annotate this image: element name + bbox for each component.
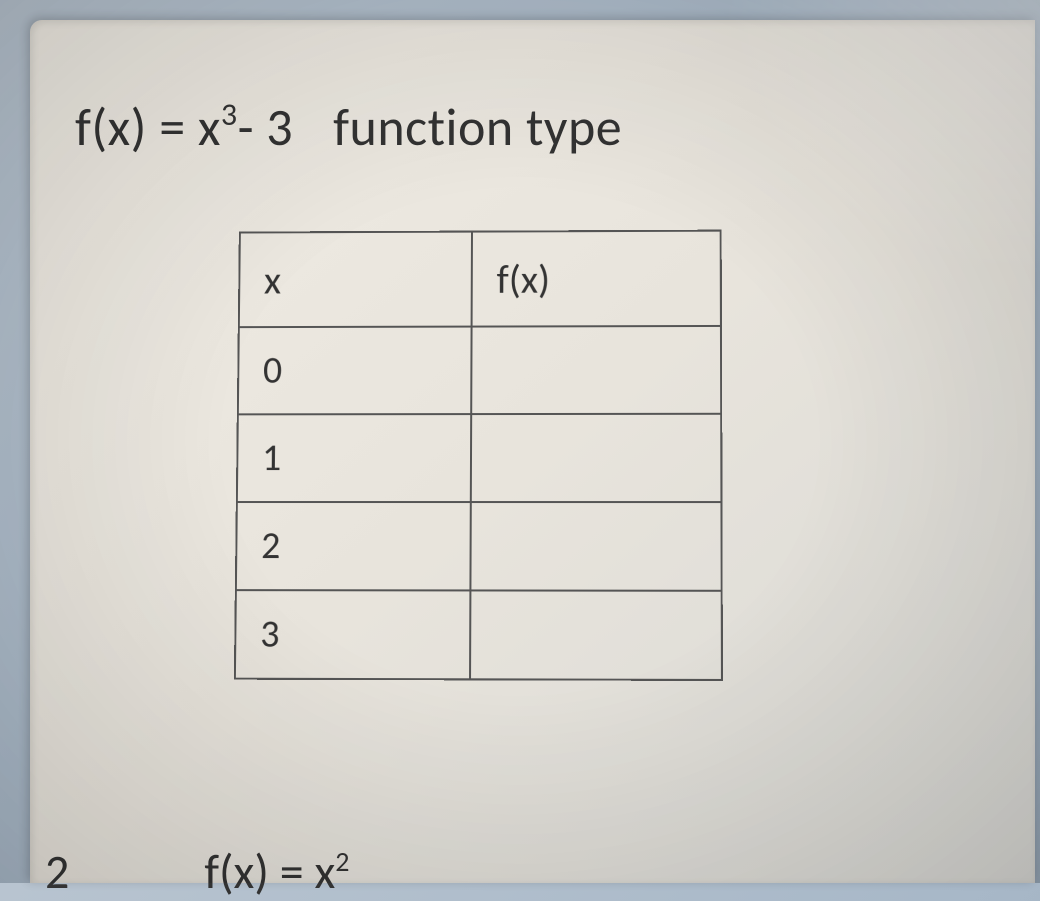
- question-number: 2: [45, 842, 69, 901]
- header-x: x: [239, 232, 472, 328]
- table-row: 0: [238, 326, 721, 414]
- table-row: 2: [236, 502, 722, 591]
- formula-eq: =: [147, 95, 198, 159]
- formula-lhs: f(x): [75, 95, 147, 159]
- table-row: 1: [237, 414, 722, 502]
- header-fx: f(x): [472, 231, 721, 327]
- cell-fx: [471, 414, 722, 502]
- next-question-fragment: 2f(x) = x2: [45, 842, 349, 901]
- cell-fx: [471, 326, 721, 414]
- cell-x: 1: [237, 414, 471, 502]
- frag-mid: =: [269, 842, 315, 901]
- cell-x: 2: [236, 502, 471, 590]
- function-table: x f(x) 0 1 2 3: [234, 230, 723, 681]
- function-formula: f(x) = x3- 3 function type: [75, 95, 1010, 159]
- cell-x: 3: [235, 590, 471, 679]
- table-row: 3: [235, 590, 722, 680]
- frag-exp: 2: [335, 844, 349, 879]
- table-header-row: x f(x): [239, 231, 721, 327]
- cell-fx: [470, 590, 722, 680]
- formula-tail: - 3: [238, 95, 294, 159]
- formula-base: x: [198, 95, 221, 159]
- cell-fx: [470, 502, 721, 591]
- formula-label: function type: [333, 95, 622, 159]
- frag-lhs: f(x): [204, 842, 269, 901]
- formula-exponent: 3: [221, 95, 238, 134]
- worksheet-content: f(x) = x3- 3function type x f(x) 0 1 2 3: [75, 95, 1010, 679]
- frag-base: x: [314, 842, 335, 901]
- function-table-wrap: x f(x) 0 1 2 3: [235, 229, 1010, 679]
- cell-x: 0: [238, 327, 472, 415]
